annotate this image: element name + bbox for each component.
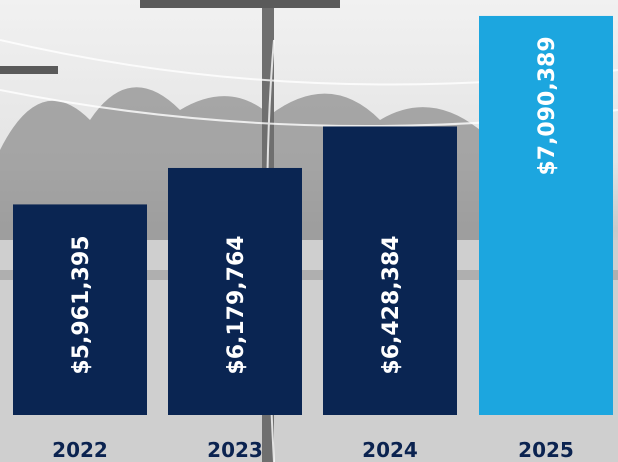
pole-crossarm (140, 0, 340, 8)
value-label-2022: $5,961,395 (69, 235, 94, 374)
bar-2024 (323, 126, 457, 415)
bar-2025 (479, 15, 613, 416)
ground-stripe (0, 270, 618, 280)
left-crossarm (0, 66, 58, 74)
value-label-2023: $6,179,764 (224, 235, 249, 374)
category-label-2024: 2024 (362, 438, 418, 462)
category-label-2023: 2023 (207, 438, 263, 462)
bar-2022 (13, 204, 147, 415)
category-label-2025: 2025 (518, 438, 574, 462)
value-label-2024: $6,428,384 (379, 235, 404, 374)
bar-2023 (168, 167, 302, 415)
category-label-2022: 2022 (52, 438, 108, 462)
value-label-2025: $7,090,389 (535, 36, 560, 175)
